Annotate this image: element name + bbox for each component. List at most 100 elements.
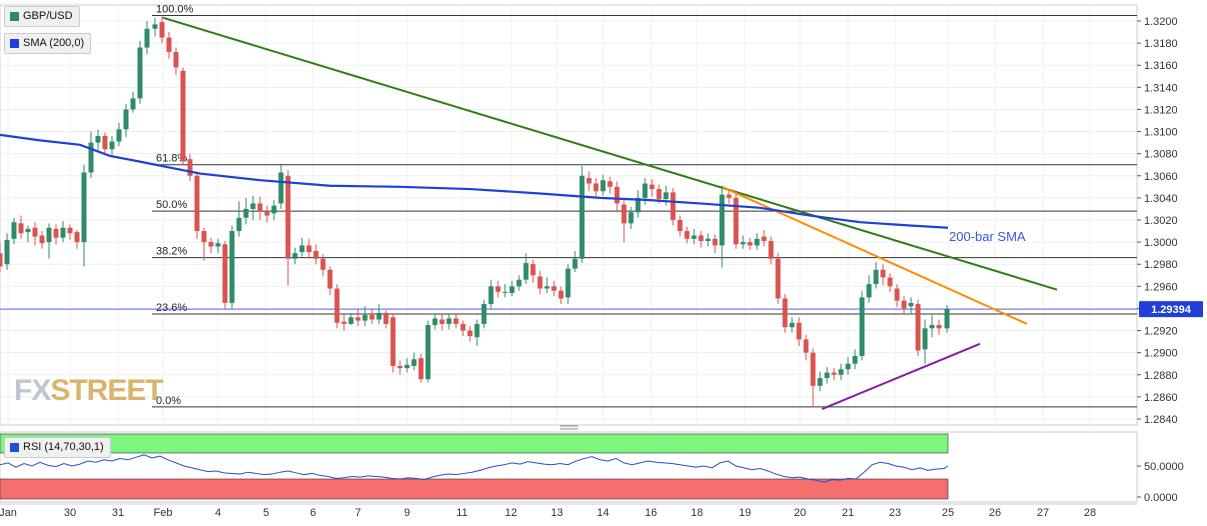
fibonacci-label: 38.2% [156,246,187,258]
bullish-candle [60,227,66,238]
bearish-candle [726,194,732,198]
rsi-label-text: RSI (14,70,30,1) [23,441,104,453]
bearish-candle [355,317,361,321]
bullish-candle [130,98,136,110]
bearish-candle [558,290,564,299]
bullish-candle [859,297,865,356]
price-tick-label: 1.3140 [1144,82,1178,94]
bearish-candle [32,227,38,237]
bullish-candle [88,142,94,173]
bullish-candle [908,302,914,307]
bearish-candle [810,352,816,386]
rsi-panel [0,431,1138,503]
bearish-candle [453,318,459,324]
bearish-candle [397,365,403,369]
bearish-candle [607,181,613,187]
price-tick-label: 1.2980 [1144,259,1178,271]
bearish-candle [761,236,767,242]
bullish-candle [278,172,284,204]
bearish-candle [187,159,193,176]
bullish-candle [215,243,221,247]
bullish-candle [109,141,115,150]
bullish-candle [516,279,522,287]
bearish-candle [782,298,788,328]
time-tick-label: 26 [989,507,1001,519]
bearish-candle [383,312,389,324]
bullish-candle [488,286,494,305]
bearish-candle [39,235,45,244]
bearish-candle [495,286,501,292]
bearish-candle [747,242,753,246]
bearish-candle [313,250,319,259]
time-tick-label: 9 [404,507,410,519]
bullish-candle [4,239,10,265]
bullish-candle [404,364,410,369]
bullish-candle [817,378,823,386]
time-tick-label: 18 [691,507,703,519]
bullish-candle [144,28,150,48]
fxstreet-logo: FXSTREET [14,374,164,407]
bearish-candle [306,245,312,253]
price-tick-label: 1.3060 [1144,171,1178,183]
time-tick-label: 4 [215,507,221,519]
bullish-candle [411,359,417,366]
bearish-candle [369,315,375,320]
pair-label[interactable]: GBP/USD [4,6,80,27]
price-tick-label: 1.3000 [1144,237,1178,249]
time-tick-label: 23 [889,507,901,519]
purple-trend-line [821,342,981,410]
price-tick-label: 1.3120 [1144,104,1178,116]
rsi-indicator-label[interactable]: RSI (14,70,30,1) [4,437,111,458]
time-tick-label: 12 [505,507,517,519]
price-tick-label: 1.2900 [1144,348,1178,360]
sma-indicator-label[interactable]: SMA (200,0) [4,33,92,54]
bullish-candle [852,355,858,364]
bullish-candle [866,284,872,298]
bullish-candle [123,109,129,130]
bearish-candle [320,258,326,270]
bearish-candle [439,319,445,324]
bullish-candle [600,180,606,192]
time-tick-label: 21 [842,507,854,519]
bullish-candle [929,325,935,329]
bearish-candle [775,258,781,299]
bearish-candle [467,330,473,337]
bullish-candle [152,24,158,29]
time-tick-label: 25 [942,507,954,519]
price-tick-label: 1.2860 [1144,392,1178,404]
bearish-candle [53,228,59,238]
bearish-candle [698,235,704,242]
bearish-candle [649,184,655,190]
price-tick-label: 1.2960 [1144,281,1178,293]
time-tick-label: 28 [1084,507,1096,519]
price-tick-label: 1.3040 [1144,193,1178,205]
bullish-candle [628,212,634,224]
bearish-candle [0,253,3,267]
bullish-candle [236,217,242,232]
price-tick-label: 1.3160 [1144,60,1178,72]
bearish-candle [173,51,179,68]
sma-label-text: SMA (200,0) [23,37,85,49]
bearish-candle [166,37,172,52]
bullish-candle [719,194,725,246]
price-tick-label: 1.3200 [1144,16,1178,28]
bullish-candle [523,263,529,280]
bearish-candle [586,177,592,184]
sma-200-annotation: 200-bar SMA [949,229,1026,244]
bearish-candle [831,372,837,375]
bearish-candle [418,358,424,380]
bullish-candle [944,309,950,329]
bullish-candle [824,372,830,379]
bullish-candle [46,227,52,243]
price-grid [0,4,1138,502]
bullish-candle [705,238,711,242]
price-tick-label: 1.3180 [1144,38,1178,50]
bearish-candle [194,175,200,232]
bullish-candle [292,253,298,259]
rsi-line [0,454,949,483]
bullish-candle [663,192,669,199]
bearish-candle [537,276,543,289]
bullish-candle [95,135,101,143]
bearish-candle [712,238,718,246]
sma-swatch-icon [10,39,19,48]
